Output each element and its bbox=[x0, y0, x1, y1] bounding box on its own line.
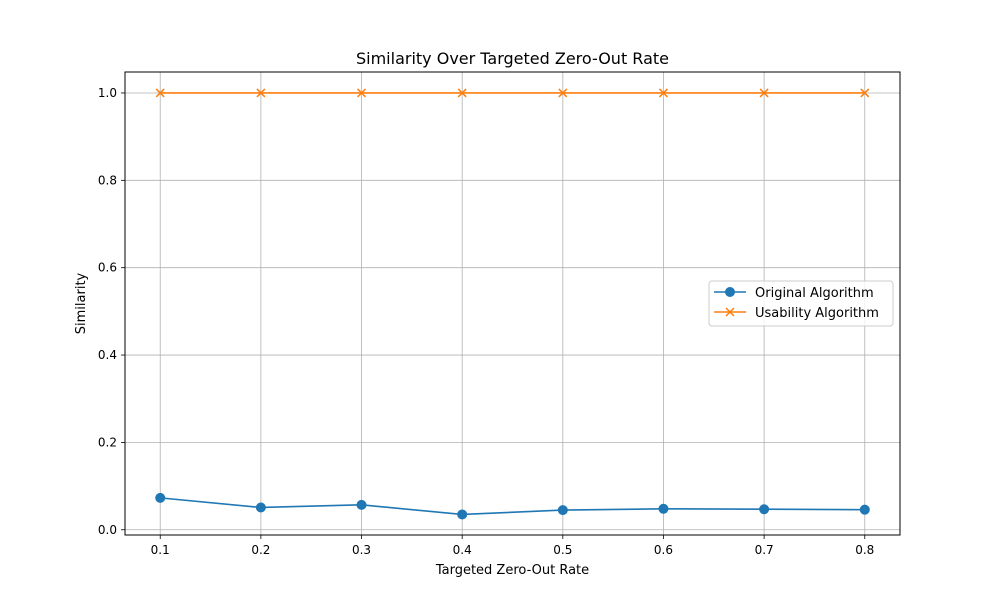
data-point bbox=[860, 88, 870, 98]
legend: Original Algorithm Usability Algorithm bbox=[708, 280, 894, 327]
data-point bbox=[557, 505, 568, 516]
legend-box bbox=[708, 280, 894, 327]
legend-marker bbox=[725, 307, 735, 317]
x-tick-label: 0.4 bbox=[453, 543, 472, 557]
x-tick-label: 0.7 bbox=[755, 543, 774, 557]
data-point bbox=[658, 88, 669, 98]
chart-title: Similarity Over Targeted Zero-Out Rate bbox=[356, 49, 669, 68]
y-tick-label: 0.0 bbox=[98, 523, 117, 537]
x-tick-label: 0.1 bbox=[151, 543, 170, 557]
data-point bbox=[759, 504, 770, 515]
legend-entry: Original Algorithm bbox=[714, 286, 874, 301]
y-tick-label: 0.4 bbox=[98, 348, 117, 362]
y-tick-label: 1.0 bbox=[98, 86, 117, 100]
x-tick-label: 0.8 bbox=[855, 543, 874, 557]
series-line bbox=[160, 497, 865, 516]
x-tick-label: 0.3 bbox=[352, 543, 371, 557]
legend-label: Usability Algorithm bbox=[755, 306, 879, 321]
data-point bbox=[457, 88, 467, 98]
x-axis-label: Targeted Zero-Out Rate bbox=[435, 563, 589, 578]
x-tick-label: 0.6 bbox=[654, 543, 673, 557]
series-0 bbox=[155, 492, 870, 520]
y-tick-label: 0.2 bbox=[98, 435, 117, 449]
legend-marker bbox=[725, 287, 735, 297]
y-tick-label: 0.8 bbox=[98, 173, 117, 187]
y-tick-label: 0.6 bbox=[98, 261, 117, 275]
series-layer bbox=[155, 88, 870, 520]
data-point bbox=[356, 88, 367, 98]
data-point bbox=[658, 503, 669, 514]
data-point bbox=[457, 509, 468, 520]
ticks: 0.1 0.2 0.3 0.4 0.5 0.6 0.7 0.8 0.0 0.2 0.4 0.6 0.8 1… bbox=[98, 86, 874, 557]
data-point bbox=[859, 504, 870, 515]
data-point bbox=[155, 88, 165, 98]
data-point bbox=[558, 88, 568, 98]
series-1 bbox=[155, 88, 870, 98]
y-axis-label: Similarity bbox=[74, 272, 89, 334]
x-tick-label: 0.5 bbox=[553, 543, 572, 557]
data-point bbox=[256, 88, 266, 98]
data-point bbox=[255, 502, 266, 513]
data-point bbox=[356, 499, 367, 510]
x-tick-label: 0.2 bbox=[251, 543, 270, 557]
data-point bbox=[155, 492, 166, 503]
data-point bbox=[759, 88, 769, 98]
plot-frame bbox=[124, 71, 901, 536]
legend-entry: Usability Algorithm bbox=[714, 306, 879, 321]
legend-label: Original Algorithm bbox=[755, 286, 874, 301]
